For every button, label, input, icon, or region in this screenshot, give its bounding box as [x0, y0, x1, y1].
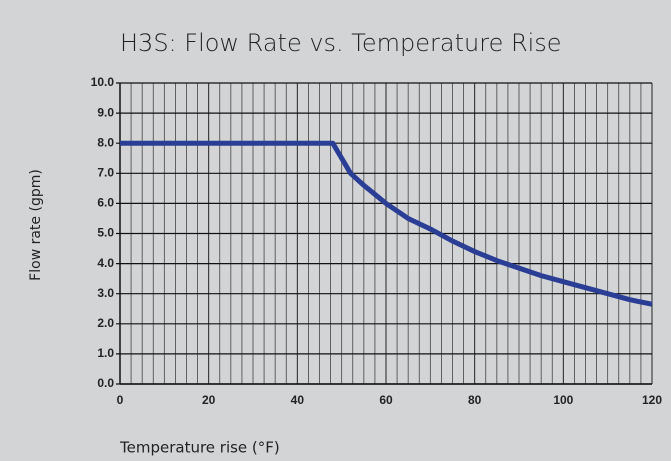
y-tick-label: 2.0 [97, 316, 114, 330]
x-tick-label: 60 [379, 393, 393, 407]
y-tick-label: 5.0 [97, 226, 114, 240]
line [120, 140, 653, 307]
y-tick-label: 9.0 [97, 105, 114, 119]
x-tick-label: 120 [642, 393, 662, 407]
x-tick-label: 20 [202, 393, 216, 407]
x-tick-label: 40 [291, 393, 305, 407]
y-tick-label: 8.0 [97, 135, 114, 149]
y-tick-label: 10.0 [91, 75, 115, 89]
y-tick-label: 6.0 [97, 196, 114, 210]
y-tick-label: 4.0 [97, 256, 114, 270]
x-axis-label: Temperature rise (°F) [119, 439, 280, 457]
y-axis-label: Flow rate (gpm) [28, 169, 44, 281]
x-tick-label: 0 [117, 393, 124, 407]
y-tick-label: 1.0 [97, 346, 114, 360]
x-tick-label: 100 [553, 393, 573, 407]
y-tick-label: 0.0 [97, 376, 114, 390]
chart-title: H3S: Flow Rate vs. Temperature Rise [120, 29, 562, 57]
y-tick-label: 7.0 [97, 165, 114, 179]
y-tick-label: 3.0 [97, 286, 114, 300]
x-tick-label: 80 [468, 393, 482, 407]
